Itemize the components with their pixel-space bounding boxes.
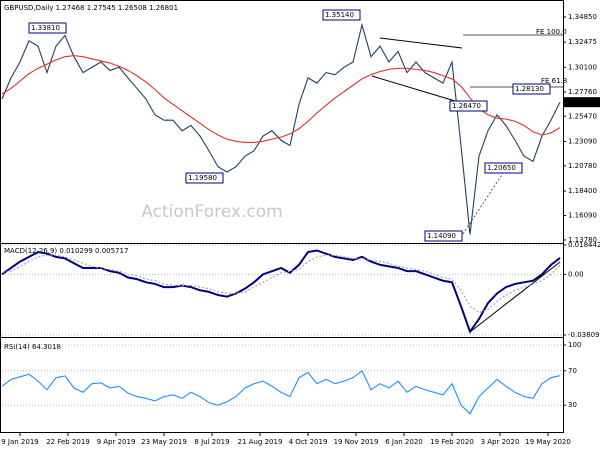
y-tick-label: 0.018442 [568,241,600,249]
panel-header: RSI(14) 64.3018 [4,343,61,351]
y-tick-label: 1.13780 [568,236,597,244]
annotation-box [322,9,361,21]
x-tick-label: 19 May 2020 [525,438,571,446]
x-tick-label: 8 Jul 2019 [194,438,229,446]
x-tick-label: 3 Apr 2020 [481,438,520,446]
y-tick-label: 70 [568,367,577,375]
trendlines [371,34,563,333]
annotation-box [185,172,224,184]
x-tick-label: 4 Oct 2019 [289,438,328,446]
annotation: 1.14090 [427,232,456,240]
x-tick-label: 9 Jan 2019 [1,438,39,446]
x-tick-label: 6 Jan 2020 [385,438,423,446]
y-tick-label: 1.27760 [568,88,597,96]
x-tick-label: 19 Nov 2019 [334,438,379,446]
y-tick-label: 1.25470 [568,112,597,120]
y-tick-label: 0.00 [568,270,584,278]
annotation-box [449,100,488,112]
annotation-box [424,230,463,242]
last-price-box [564,97,600,108]
y-tick-label: 1.23090 [568,137,597,145]
series-line [1,249,561,334]
x-tick-label: 9 Apr 2019 [97,438,136,446]
y-tick-label: 1.34850 [568,13,597,21]
annotation: 1.35140 [325,11,354,19]
y-tick-label: 1.20780 [568,162,597,170]
y-tick-label: 1.18400 [568,187,597,195]
projection-line [462,169,506,235]
annotation-box [512,83,551,95]
annotation: 1.33810 [31,24,60,32]
annotation: 1.26470 [452,102,481,110]
x-tick-label: 21 Aug 2019 [238,438,283,446]
y-tick-label: 30 [568,401,577,409]
watermark: ActionForex.com [141,202,282,222]
panel-header: MACD(12,26,9) 0.010299 0.005717 [4,247,128,255]
annotation: 1.19580 [188,174,217,182]
series-line [1,55,561,143]
rsi-panel [0,337,564,433]
panel-header: GBPUSD,Daily 1.27468 1.27545 1.26508 1.2… [4,4,178,12]
series-line [1,22,561,235]
last-price-label: 1.26801 [567,98,596,106]
x-tick-label: 22 Feb 2019 [46,438,90,446]
y-tick-label: 100 [568,341,581,349]
macd-trendline [469,261,561,333]
channel-bottom [371,75,456,102]
annotation-box [28,22,67,34]
annotation: 1.28130 [515,85,544,93]
series-line [1,369,561,415]
x-tick-label: 19 Feb 2020 [430,438,474,446]
series-line [1,254,561,314]
annotation-box [484,162,523,174]
y-tick-label: 1.30100 [568,63,597,71]
x-tick-label: 23 May 2019 [141,438,187,446]
annotation: FE 61.8 [541,77,567,85]
y-tick-label: 1.32475 [568,38,597,46]
y-tick-label: -0.038095 [568,331,600,339]
annotation: 1.20650 [487,164,516,172]
annotation: FE 100.0 [536,28,567,36]
y-tick-label: 1.16090 [568,211,597,219]
channel-top [379,37,463,49]
